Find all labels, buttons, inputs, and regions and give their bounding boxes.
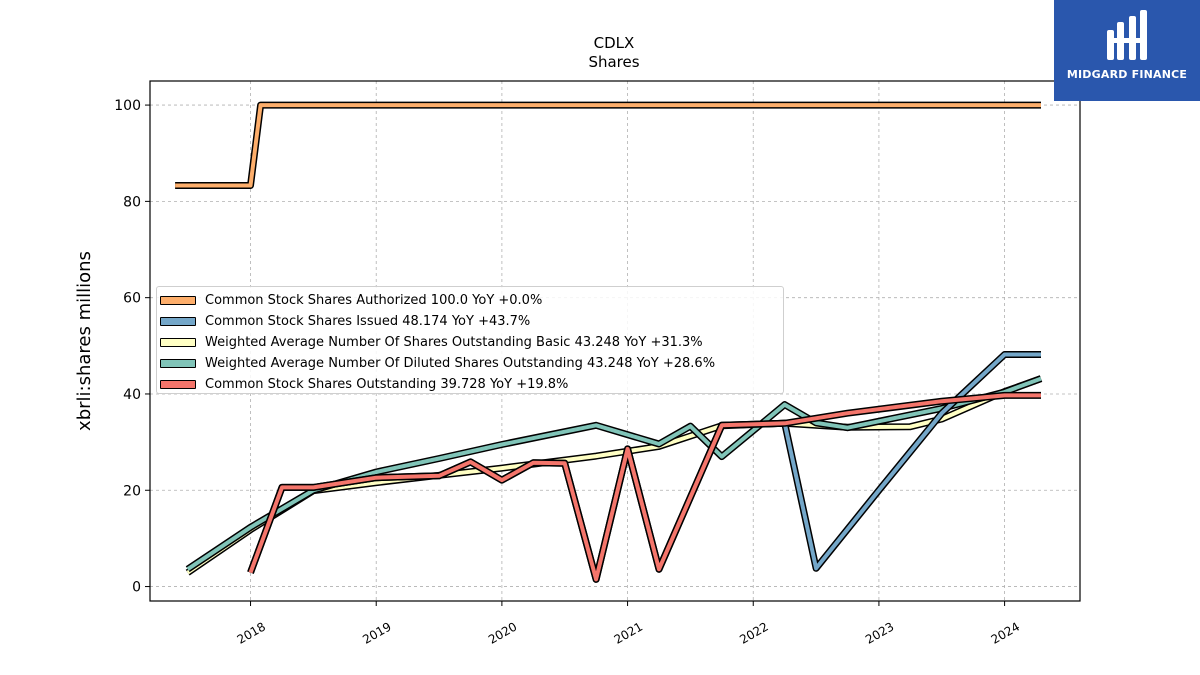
- series-line-0: [175, 103, 1041, 188]
- legend-item: Common Stock Shares Issued 48.174 YoY +4…: [157, 311, 783, 332]
- y-tick-label: 100: [114, 98, 141, 114]
- legend-label: Common Stock Shares Authorized 100.0 YoY…: [205, 293, 543, 308]
- midgard-logo-icon: [1107, 10, 1147, 60]
- y-tick-label: 0: [132, 580, 141, 596]
- x-tick-label: 2020: [486, 619, 519, 646]
- legend-item: Common Stock Shares Authorized 100.0 YoY…: [157, 290, 783, 311]
- x-tick-label: 2024: [989, 619, 1022, 646]
- legend: Common Stock Shares Authorized 100.0 YoY…: [156, 286, 784, 394]
- legend-swatch: [160, 359, 196, 368]
- legend-label: Weighted Average Number Of Shares Outsta…: [205, 335, 703, 350]
- x-tick-label: 2019: [360, 619, 393, 646]
- x-tick-label: 2022: [737, 619, 770, 646]
- y-tick-label: 20: [123, 483, 141, 499]
- legend-swatch: [160, 338, 196, 347]
- legend-swatch: [160, 380, 196, 389]
- plot-frame: [149, 80, 1081, 602]
- y-tick-label: 60: [123, 291, 141, 307]
- series-outline-0: [175, 101, 1041, 189]
- y-tick-label: 40: [123, 387, 141, 403]
- legend-item: Weighted Average Number Of Diluted Share…: [157, 353, 783, 374]
- x-tick-label: 2021: [612, 619, 645, 646]
- x-tick-label: 2023: [863, 619, 896, 646]
- midgard-logo: MIDGARD FINANCE: [1054, 0, 1200, 101]
- chart-title: CDLX: [594, 34, 635, 52]
- legend-item: Common Stock Shares Outstanding 39.728 Y…: [157, 374, 783, 395]
- legend-swatch: [160, 296, 196, 305]
- y-ticks: 0 20 40 60 80 100: [114, 98, 150, 596]
- legend-label: Common Stock Shares Outstanding 39.728 Y…: [205, 377, 569, 392]
- y-tick-label: 80: [123, 194, 141, 210]
- x-ticks: 2018 2019 2020 2021 2022 2023 2024: [235, 601, 1022, 647]
- legend-swatch: [160, 317, 196, 326]
- series-layer: [175, 101, 1043, 583]
- legend-label: Weighted Average Number Of Diluted Share…: [205, 356, 716, 371]
- legend-label: Common Stock Shares Issued 48.174 YoY +4…: [205, 314, 531, 329]
- legend-item: Weighted Average Number Of Shares Outsta…: [157, 332, 783, 353]
- y-axis-label: xbrli:shares millions: [74, 251, 95, 431]
- chart-subtitle: Shares: [588, 53, 639, 71]
- logo-text: MIDGARD FINANCE: [1066, 68, 1188, 81]
- series-line-4: [248, 393, 1041, 582]
- x-tick-label: 2018: [235, 619, 268, 646]
